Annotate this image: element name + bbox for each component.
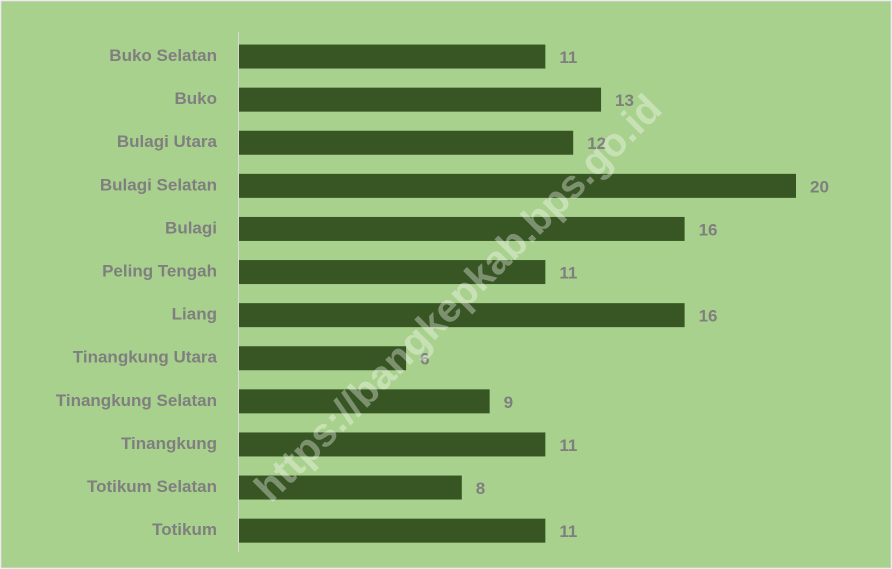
- bar: [239, 303, 685, 328]
- bar: [239, 87, 602, 112]
- bar: [239, 389, 490, 414]
- bar: [239, 518, 546, 543]
- category-label: Tinangkung Utara: [73, 348, 218, 367]
- category-label: Totikum: [152, 520, 217, 539]
- bar: [239, 475, 462, 500]
- bar: [239, 216, 685, 241]
- data-label: 16: [699, 220, 718, 239]
- data-label: 20: [810, 177, 829, 196]
- category-label: Tinangkung: [121, 434, 217, 453]
- data-label: 11: [559, 48, 577, 67]
- data-label: 16: [699, 307, 718, 326]
- bar: [239, 173, 796, 198]
- category-label: Buko Selatan: [109, 46, 217, 65]
- category-label: Tinangkung Selatan: [56, 391, 217, 410]
- bar: [239, 130, 574, 155]
- bar: [239, 432, 546, 457]
- data-label: 11: [559, 522, 577, 541]
- bar: [239, 44, 546, 69]
- category-label: Totikum Selatan: [87, 477, 217, 496]
- data-label: 9: [504, 393, 513, 412]
- category-label: Liang: [172, 305, 217, 324]
- bar: [239, 260, 546, 285]
- data-label: 8: [476, 479, 485, 498]
- data-label: 6: [420, 350, 429, 369]
- data-label: 12: [587, 134, 606, 153]
- category-label: Bulagi Utara: [117, 132, 218, 151]
- category-label: Peling Tengah: [102, 262, 217, 281]
- data-label: 11: [559, 436, 577, 455]
- data-label: 11: [559, 264, 577, 283]
- category-label: Bulagi: [165, 218, 217, 237]
- data-label: 13: [615, 91, 634, 110]
- category-label: Bulagi Selatan: [100, 175, 217, 194]
- bar: [239, 346, 407, 371]
- category-label: Buko: [175, 89, 218, 108]
